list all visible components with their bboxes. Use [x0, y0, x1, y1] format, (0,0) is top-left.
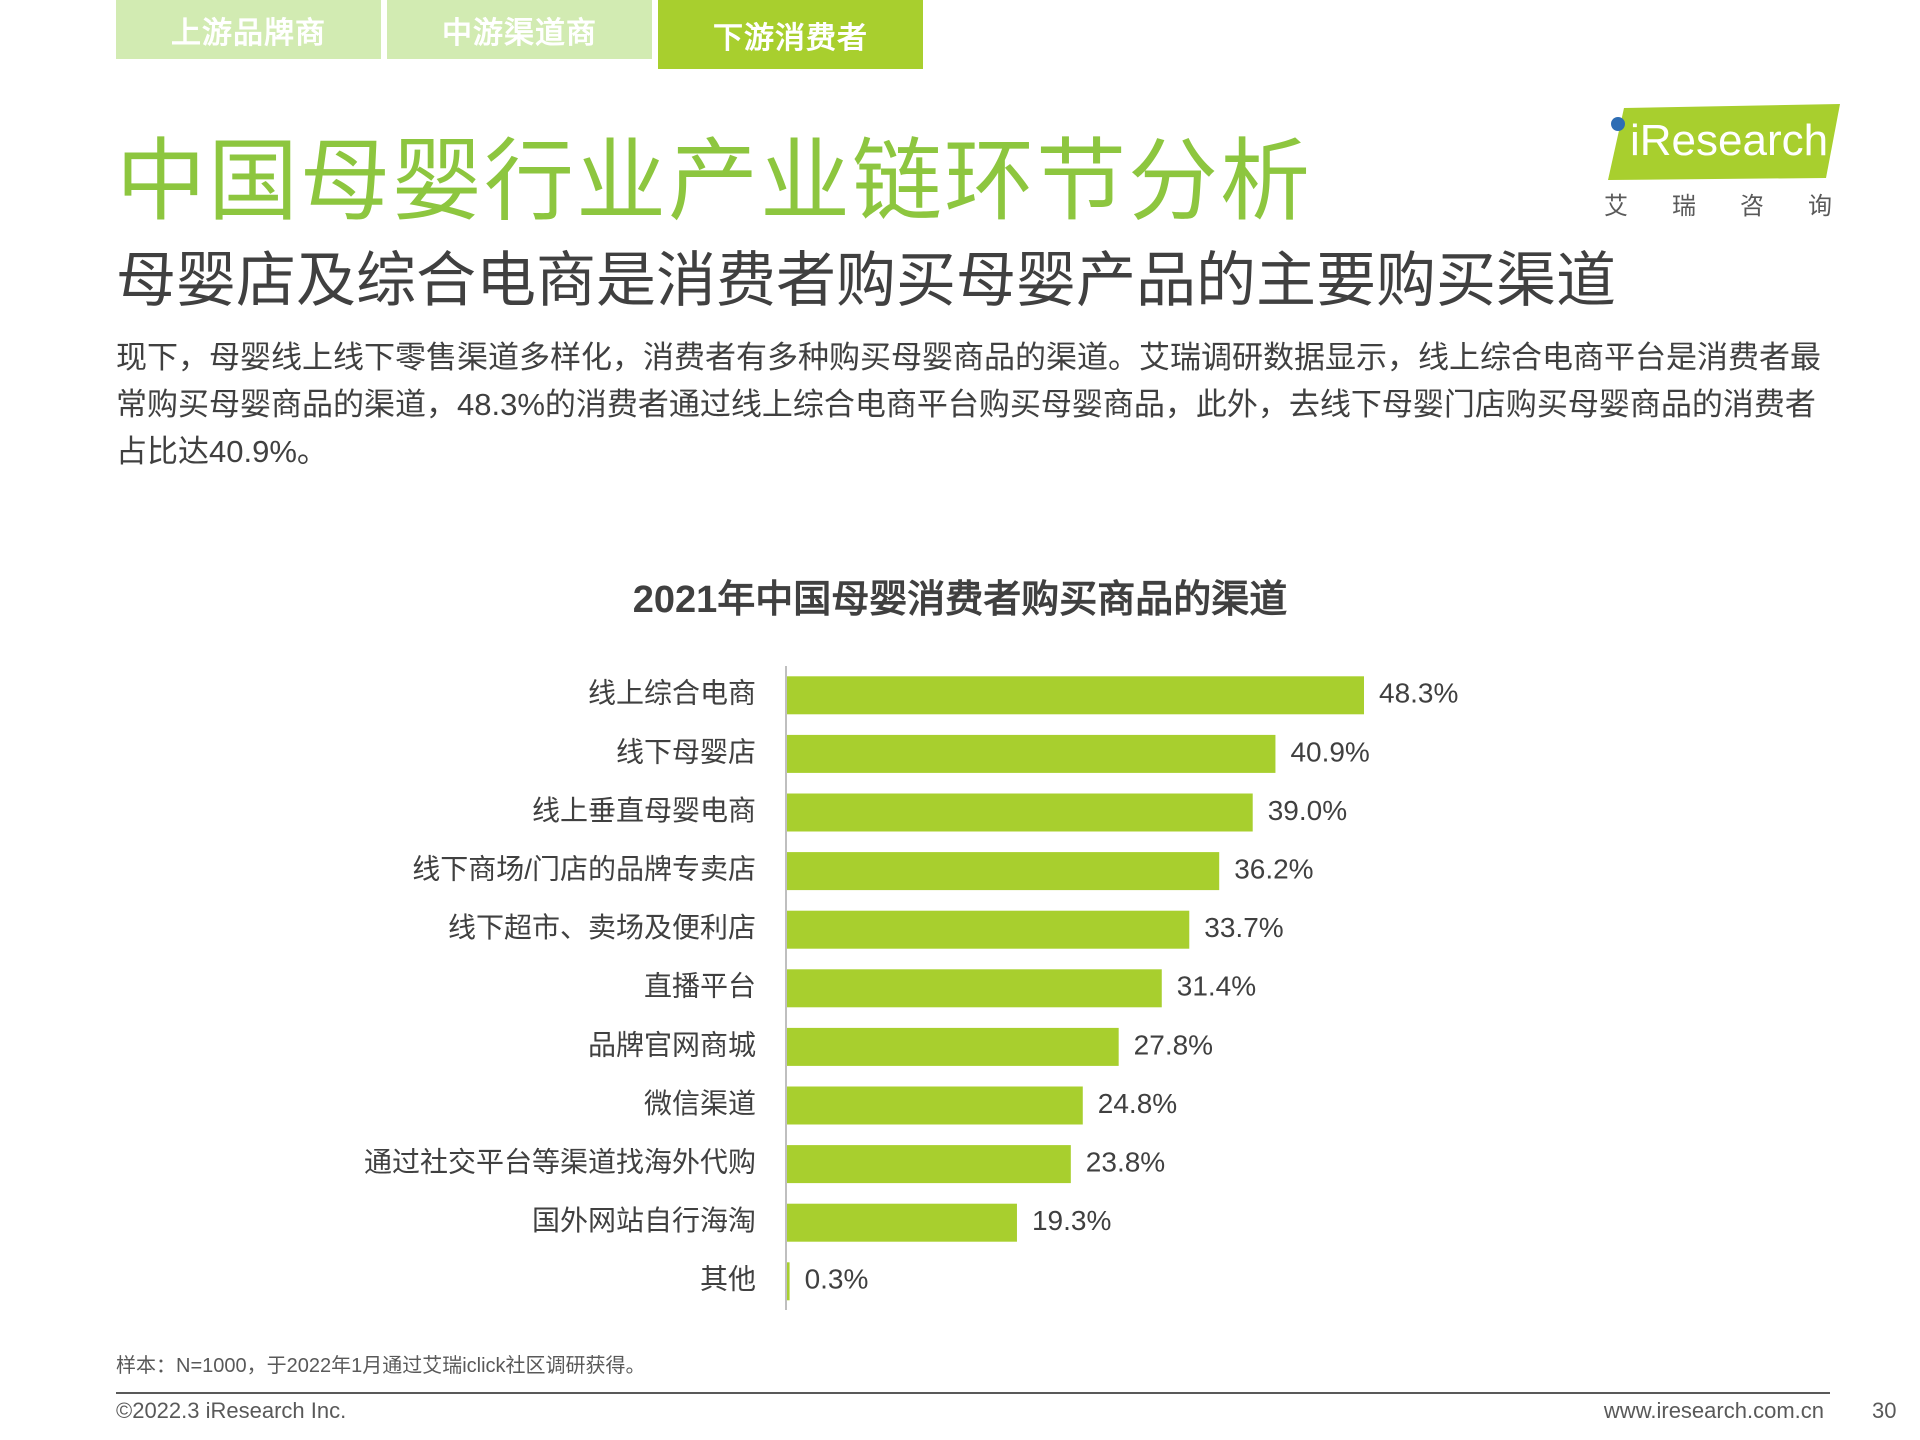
bar	[786, 1086, 1083, 1125]
page-subtitle: 母婴店及综合电商是消费者购买母婴产品的主要购买渠道	[116, 247, 1616, 314]
value-label: 40.9%	[1290, 736, 1369, 767]
footer-website-link[interactable]: www.iresearch.com.cn	[1603, 1398, 1824, 1423]
category-label: 其他	[700, 1264, 756, 1295]
bar	[786, 1203, 1017, 1242]
category-label: 线下超市、卖场及便利店	[448, 912, 756, 943]
bar	[786, 1262, 790, 1301]
value-label: 36.2%	[1234, 853, 1313, 884]
value-label: 0.3%	[805, 1264, 869, 1295]
sample-footnote: 样本：N=1000，于2022年1月通过艾瑞iclick社区调研获得。	[116, 1355, 646, 1377]
category-label: 品牌官网商城	[588, 1029, 756, 1060]
logo-wordmark: iResearch	[1630, 116, 1829, 165]
footer-copyright: ©2022.3 iResearch Inc.	[116, 1398, 347, 1423]
value-label: 19.3%	[1032, 1205, 1111, 1236]
value-label: 39.0%	[1268, 795, 1347, 826]
category-label: 微信渠道	[644, 1088, 756, 1119]
category-label: 线下母婴店	[616, 736, 756, 767]
section-tabs: 上游品牌商 中游渠道商 下游消费者	[116, 0, 923, 69]
tab-downstream-consumers[interactable]: 下游消费者	[658, 0, 923, 69]
value-label: 24.8%	[1098, 1088, 1177, 1119]
value-label: 27.8%	[1134, 1029, 1213, 1060]
description-paragraph: 现下，母婴线上线下零售渠道多样化，消费者有多种购买母婴商品的渠道。艾瑞调研数据显…	[116, 340, 1821, 469]
value-label: 33.7%	[1204, 912, 1283, 943]
category-label: 线上综合电商	[588, 678, 756, 709]
tab-midstream-channels[interactable]: 中游渠道商	[387, 0, 652, 59]
bar-chart: 线上综合电商 48.3% 线下母婴店 40.9% 线上垂直母婴电商 39.0% 线下商场/门…	[364, 666, 1458, 1310]
category-label: 国外网站自行海淘	[532, 1205, 756, 1236]
tab-upstream-brands[interactable]: 上游品牌商	[116, 0, 381, 59]
logo-banner-shape	[1608, 104, 1840, 180]
category-label: 直播平台	[644, 971, 756, 1002]
value-label: 31.4%	[1177, 971, 1256, 1002]
value-label: 23.8%	[1086, 1146, 1165, 1177]
page-number: 30	[1872, 1398, 1897, 1423]
page-title: 中国母婴行业产业链环节分析	[116, 132, 1312, 232]
bar	[786, 852, 1220, 891]
bar	[786, 1145, 1071, 1184]
bar	[786, 910, 1190, 949]
iresearch-logo: iResearch 艾瑞咨询	[1600, 102, 1840, 222]
bar	[786, 734, 1276, 773]
chart-title: 2021年中国母婴消费者购买商品的渠道	[632, 579, 1288, 621]
category-label: 通过社交平台等渠道找海外代购	[364, 1146, 756, 1177]
logo-chinese-name: 艾瑞咨询	[1604, 193, 1876, 220]
value-label: 48.3%	[1379, 678, 1458, 709]
category-label: 线上垂直母婴电商	[532, 795, 756, 826]
bar	[786, 969, 1162, 1008]
bar	[786, 1027, 1119, 1066]
bar	[786, 793, 1253, 832]
footer-divider	[116, 1392, 1830, 1394]
category-label: 线下商场/门店的品牌专卖店	[412, 853, 756, 884]
bar	[786, 676, 1364, 715]
